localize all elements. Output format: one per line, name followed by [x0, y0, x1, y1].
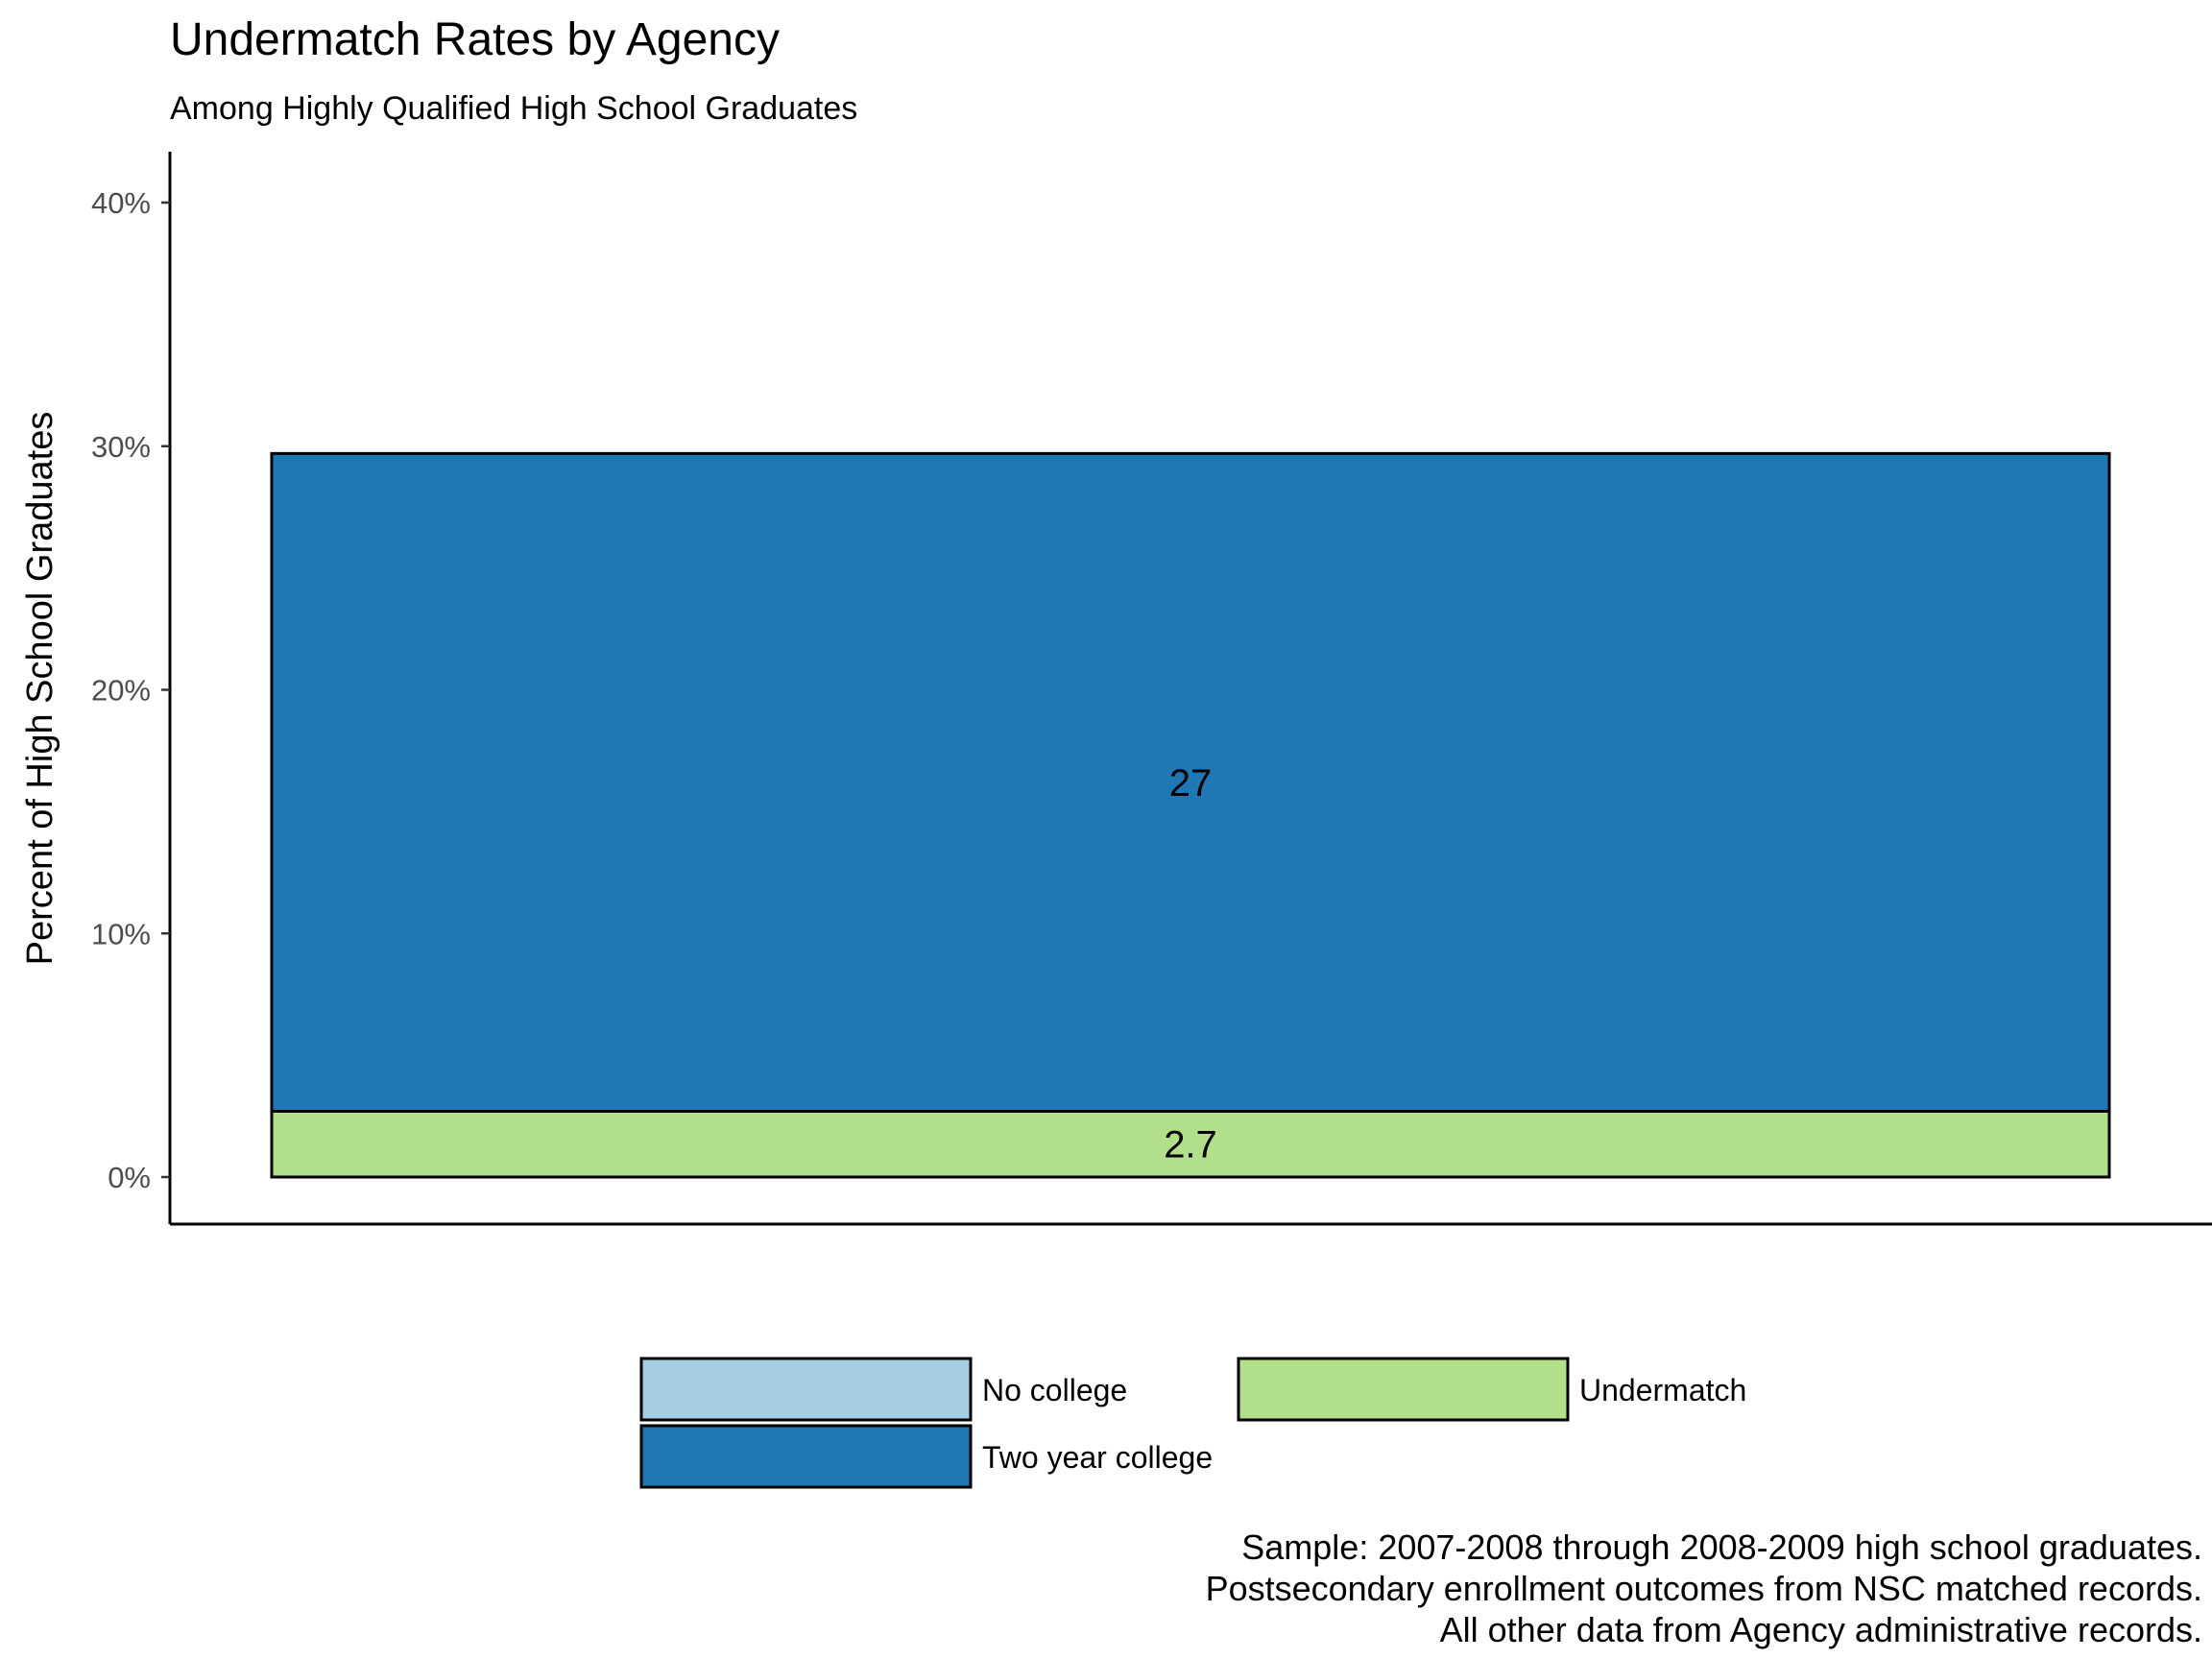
bars-group	[270, 451, 2111, 1179]
y-tick-label: 30%	[91, 430, 151, 464]
bar-segment-two-year-college	[270, 451, 2111, 1113]
legend-group: No college Undermatch Two year college	[639, 1357, 1746, 1489]
axes-group: 0% 10% 20% 30% 40%	[91, 152, 2212, 1226]
y-tick-label: 10%	[91, 917, 151, 950]
caption-line-1: Sample: 2007-2008 through 2008-2009 high…	[1241, 1527, 2202, 1567]
chart-title: Undermatch Rates by Agency	[170, 14, 780, 65]
chart-subtitle: Among Highly Qualified High School Gradu…	[170, 90, 858, 127]
caption-line-2: Postsecondary enrollment outcomes from N…	[1205, 1569, 2202, 1608]
y-tick-label: 0%	[108, 1161, 151, 1194]
y-tick-label: 20%	[91, 674, 151, 708]
legend-key-undermatch	[1237, 1357, 1570, 1422]
bar-data-label: 27	[1169, 762, 1213, 805]
y-tick-label: 40%	[91, 186, 151, 220]
legend-key-two-year-college	[639, 1424, 973, 1489]
caption-line-3: All other data from Agency administrativ…	[1439, 1610, 2202, 1649]
legend-label-no-college: No college	[982, 1373, 1127, 1407]
bar-labels-group: 2.7 27	[1164, 762, 1217, 1166]
bar-segment-undermatch	[270, 1109, 2111, 1179]
legend-label-two-year-college: Two year college	[982, 1440, 1213, 1475]
legend-label-undermatch: Undermatch	[1579, 1373, 1746, 1407]
y-axis-label: Percent of High School Graduates	[20, 412, 60, 966]
legend-key-no-college	[639, 1357, 973, 1422]
bar-data-label: 2.7	[1164, 1124, 1217, 1166]
